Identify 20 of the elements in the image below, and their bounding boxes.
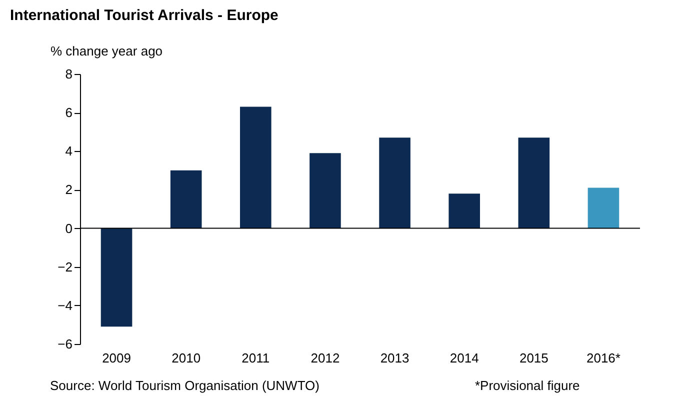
x-tick-label: 2010	[172, 350, 201, 366]
chart-title: International Tourist Arrivals - Europe	[10, 7, 278, 24]
x-tick-label: 2012	[310, 350, 340, 366]
text: *Provisional figure	[475, 378, 580, 393]
x-tick-label: 2011	[242, 350, 270, 366]
x-tick-label: 2016*	[586, 350, 620, 366]
y-tick-label: −4	[58, 298, 72, 313]
y-tick-label: 4	[65, 144, 72, 159]
x-tick-label: 2009	[102, 350, 131, 366]
y-tick-label: 2	[65, 182, 72, 198]
x-tick-label: 2013	[380, 350, 410, 366]
y-tick-label: 8	[65, 66, 72, 82]
y-tick-label: −2	[58, 259, 72, 274]
y-tick-label: 0	[65, 220, 72, 236]
x-tick-label: 2015	[519, 350, 548, 366]
y-tick-label: −6	[58, 336, 72, 352]
y-axis-title: % change year ago	[50, 44, 163, 58]
x-tick-label: 2014	[450, 350, 479, 366]
y-tick-label: 6	[65, 105, 72, 120]
source-note: Source: World Tourism Organisation (UNWTO)	[50, 378, 320, 393]
